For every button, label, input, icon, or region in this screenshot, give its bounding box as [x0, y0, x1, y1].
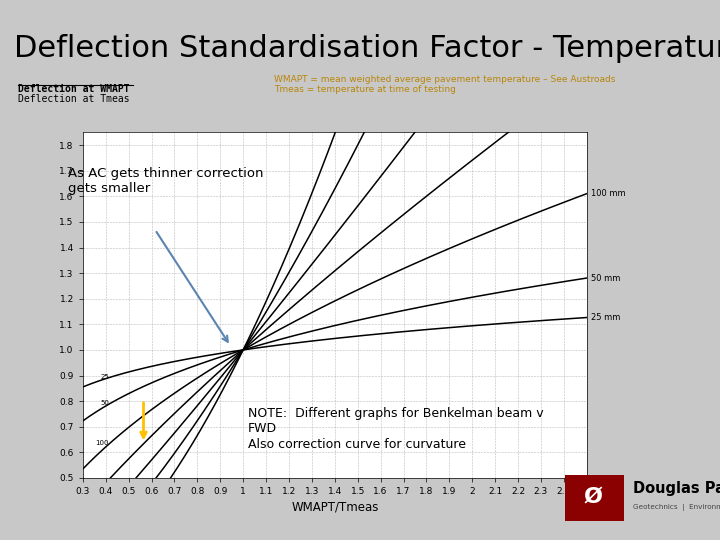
Text: 100: 100: [96, 440, 109, 446]
Text: 100 mm: 100 mm: [591, 189, 626, 198]
Text: 50 mm: 50 mm: [591, 274, 621, 282]
Text: 50: 50: [100, 400, 109, 407]
Text: Deflection at WMAPT: Deflection at WMAPT: [18, 84, 130, 94]
Text: Douglas Partners: Douglas Partners: [633, 481, 720, 496]
Text: Geotechnics  |  Environment  |  Groundwater: Geotechnics | Environment | Groundwater: [633, 504, 720, 511]
Text: 25: 25: [100, 374, 109, 380]
X-axis label: WMAPT/Tmeas: WMAPT/Tmeas: [291, 500, 379, 513]
Text: 25 mm: 25 mm: [591, 313, 621, 322]
Text: Deflection Standardisation Factor - Temperature: Deflection Standardisation Factor - Temp…: [14, 34, 720, 63]
Text: Tmeas = temperature at time of testing: Tmeas = temperature at time of testing: [274, 85, 456, 94]
Bar: [565, 475, 624, 521]
Text: WMAPT = mean weighted average pavement temperature – See Austroads: WMAPT = mean weighted average pavement t…: [274, 75, 615, 84]
Text: Ø: Ø: [584, 487, 603, 507]
Text: As AC gets thinner correction
gets smaller: As AC gets thinner correction gets small…: [68, 167, 264, 195]
Text: NOTE:  Different graphs for Benkelman beam v
FWD
Also correction curve for curva: NOTE: Different graphs for Benkelman bea…: [248, 408, 544, 450]
Text: Deflection at Tmeas: Deflection at Tmeas: [18, 94, 130, 105]
